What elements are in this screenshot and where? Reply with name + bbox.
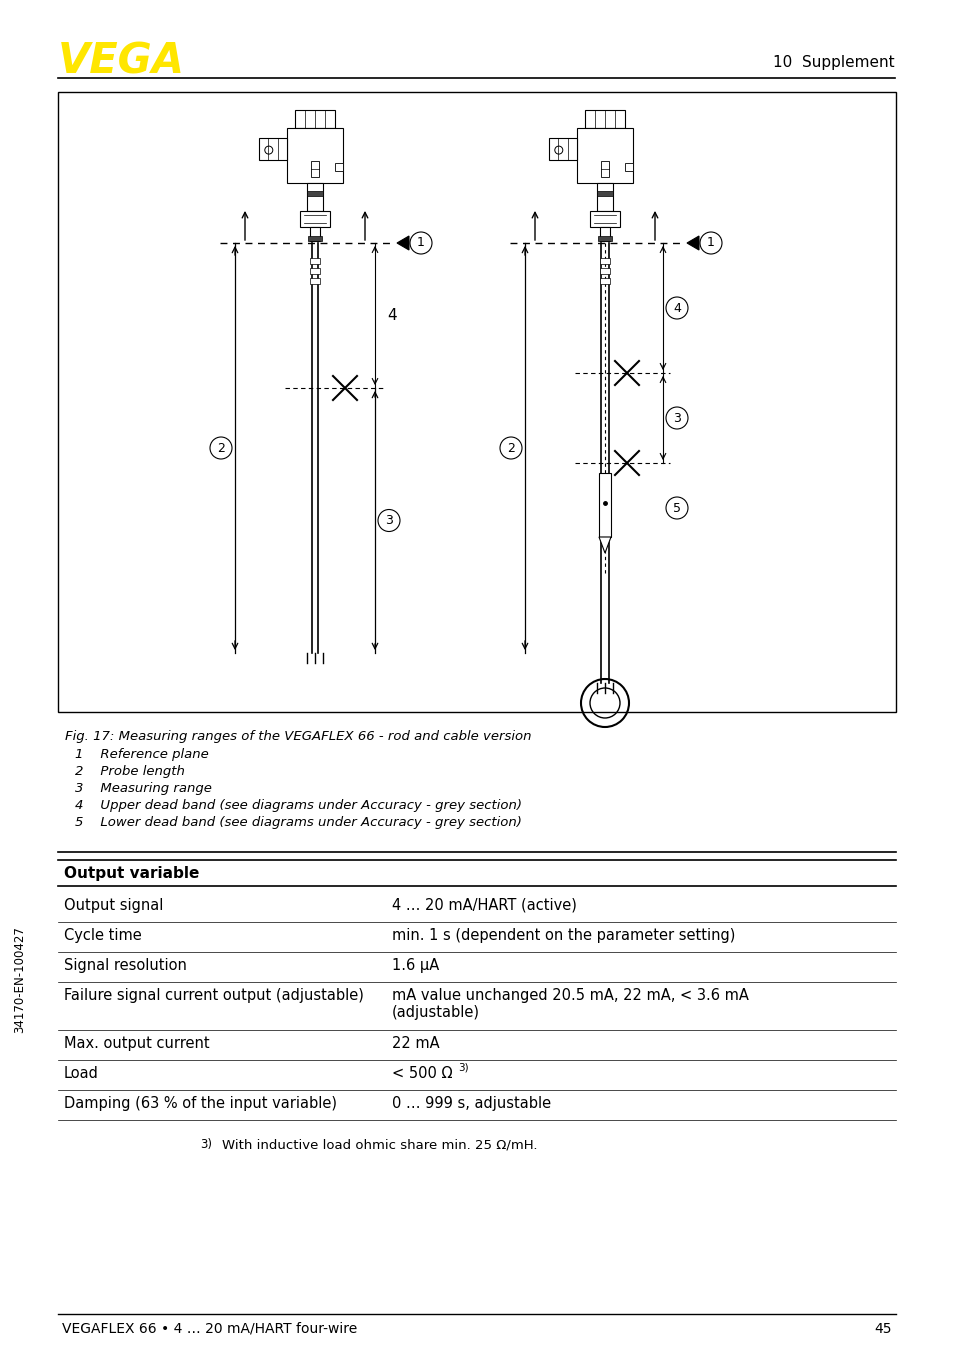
Text: 3): 3) (457, 1063, 468, 1072)
Text: 5    Lower dead band (see diagrams under Accuracy - grey section): 5 Lower dead band (see diagrams under Ac… (75, 816, 521, 829)
Bar (310, 227, 319, 241)
Text: 45: 45 (874, 1322, 891, 1336)
Text: 1.6 μA: 1.6 μA (392, 959, 438, 974)
Bar (577, 129, 633, 183)
Text: min. 1 s (dependent on the parameter setting): min. 1 s (dependent on the parameter set… (392, 927, 735, 942)
Text: 1    Reference plane: 1 Reference plane (75, 747, 209, 761)
Text: 3    Measuring range: 3 Measuring range (75, 783, 212, 795)
Text: Signal resolution: Signal resolution (64, 959, 187, 974)
Text: 0 … 999 s, adjustable: 0 … 999 s, adjustable (392, 1095, 551, 1112)
Text: Failure signal current output (adjustable): Failure signal current output (adjustabl… (64, 988, 363, 1003)
Bar (598, 473, 610, 538)
Text: 1: 1 (416, 237, 424, 249)
Bar (624, 162, 633, 171)
Text: 2    Probe length: 2 Probe length (75, 765, 185, 779)
Bar (600, 161, 608, 177)
Text: Max. output current: Max. output current (64, 1036, 210, 1051)
Text: Output variable: Output variable (64, 867, 199, 881)
Text: 3: 3 (673, 412, 680, 425)
Text: 3: 3 (385, 515, 393, 527)
Bar (307, 191, 323, 196)
Text: 4: 4 (673, 302, 680, 314)
Text: 5: 5 (672, 501, 680, 515)
Bar (58, 92, 895, 712)
Bar (599, 278, 609, 284)
Text: 4 … 20 mA/HART (active): 4 … 20 mA/HART (active) (392, 898, 577, 913)
Bar (589, 211, 619, 227)
Bar (299, 211, 330, 227)
Bar (310, 278, 319, 284)
Polygon shape (396, 236, 409, 250)
Text: Fig. 17: Measuring ranges of the VEGAFLEX 66 - rod and cable version: Fig. 17: Measuring ranges of the VEGAFLE… (65, 730, 531, 743)
Text: 22 mA: 22 mA (392, 1036, 439, 1051)
Text: (adjustable): (adjustable) (392, 1005, 479, 1020)
Text: 2: 2 (217, 441, 225, 455)
Bar (310, 268, 319, 274)
Text: 10  Supplement: 10 Supplement (773, 54, 894, 69)
Bar (599, 227, 609, 241)
Text: Cycle time: Cycle time (64, 927, 142, 942)
Bar (307, 183, 323, 211)
Bar (597, 191, 613, 196)
Text: < 500 Ω: < 500 Ω (392, 1066, 452, 1080)
Text: With inductive load ohmic share min. 25 Ω/mH.: With inductive load ohmic share min. 25 … (222, 1137, 537, 1151)
Bar (294, 110, 335, 129)
Text: VEGA: VEGA (58, 41, 185, 83)
Text: 1: 1 (706, 237, 714, 249)
Text: 34170-EN-100427: 34170-EN-100427 (13, 926, 27, 1033)
Bar (311, 161, 318, 177)
Text: mA value unchanged 20.5 mA, 22 mA, < 3.6 mA: mA value unchanged 20.5 mA, 22 mA, < 3.6… (392, 988, 748, 1003)
Bar (258, 138, 287, 160)
Text: 4: 4 (387, 307, 396, 324)
Text: Load: Load (64, 1066, 99, 1080)
Bar (308, 236, 322, 241)
Bar (597, 183, 613, 211)
Text: 4    Upper dead band (see diagrams under Accuracy - grey section): 4 Upper dead band (see diagrams under Ac… (75, 799, 521, 812)
Bar (599, 259, 609, 264)
Bar (310, 259, 319, 264)
Text: VEGAFLEX 66 • 4 … 20 mA/HART four-wire: VEGAFLEX 66 • 4 … 20 mA/HART four-wire (62, 1322, 356, 1336)
Text: 3): 3) (200, 1137, 212, 1151)
Bar (599, 268, 609, 274)
Bar (584, 110, 624, 129)
Bar (335, 162, 343, 171)
Bar (287, 129, 343, 183)
Text: Damping (63 % of the input variable): Damping (63 % of the input variable) (64, 1095, 336, 1112)
Polygon shape (598, 538, 610, 552)
Bar (548, 138, 577, 160)
Bar (598, 236, 612, 241)
Text: 2: 2 (507, 441, 515, 455)
Text: Output signal: Output signal (64, 898, 163, 913)
Polygon shape (686, 236, 699, 250)
